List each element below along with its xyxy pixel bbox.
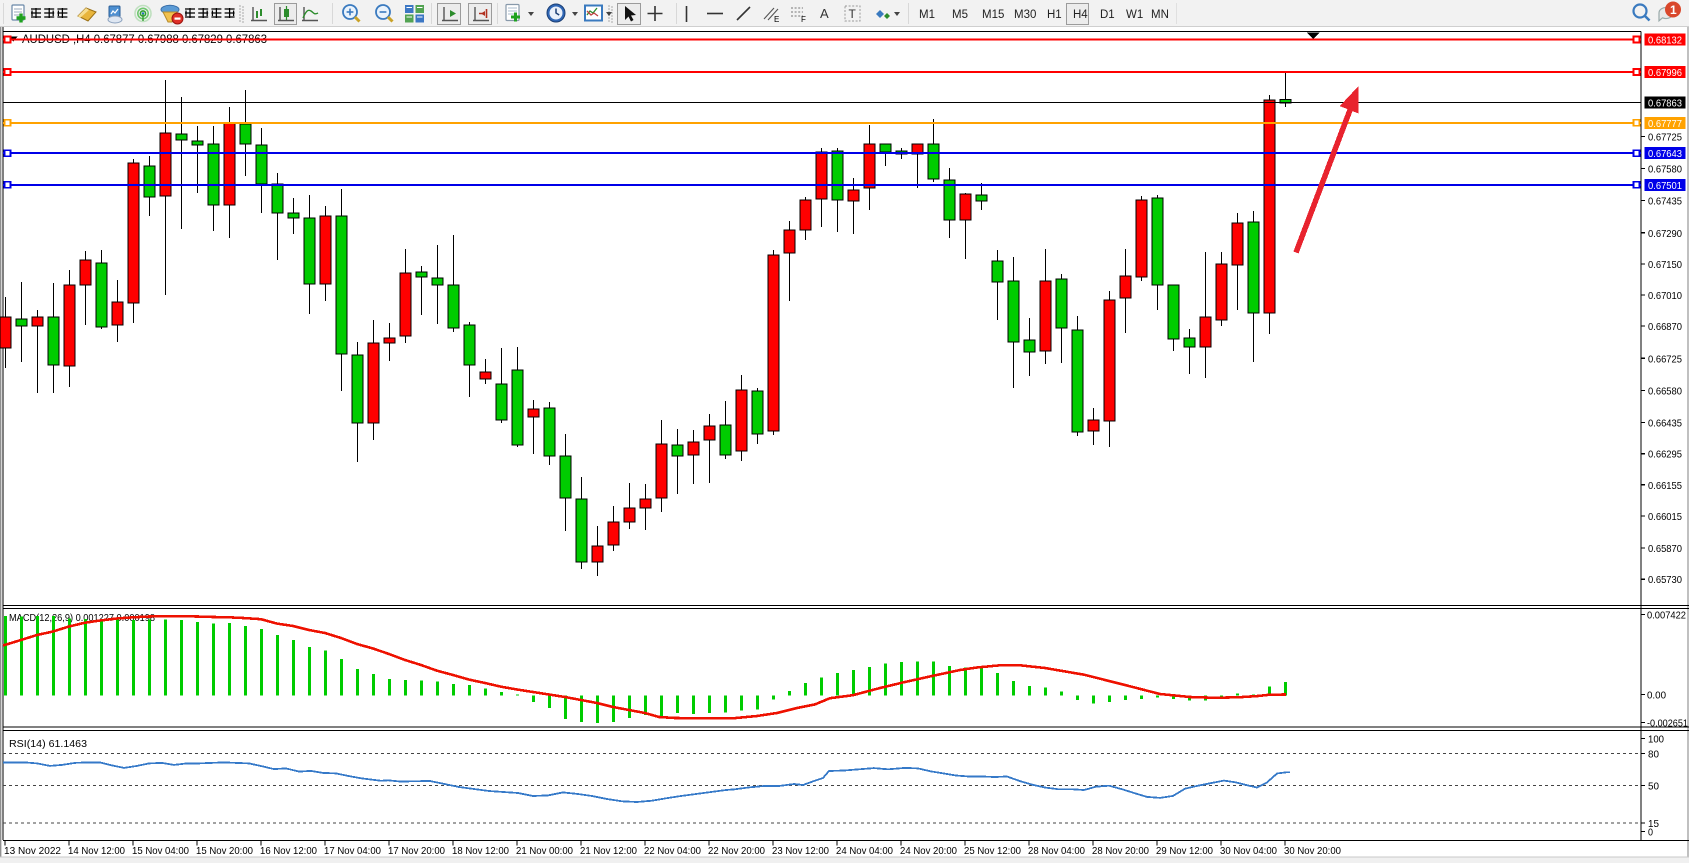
svg-text:M5: M5 (952, 9, 968, 21)
svg-text:W1: W1 (1126, 9, 1143, 21)
svg-text:0.66155: 0.66155 (1648, 480, 1682, 492)
svg-text:0.67643: 0.67643 (1648, 148, 1682, 160)
svg-text:0.67290: 0.67290 (1648, 228, 1682, 240)
svg-text:0.66580: 0.66580 (1648, 385, 1682, 397)
svg-text:17 Nov 20:00: 17 Nov 20:00 (388, 845, 445, 857)
svg-text:0: 0 (1648, 827, 1653, 839)
svg-text:M15: M15 (982, 9, 1004, 21)
svg-text:28 Nov 20:00: 28 Nov 20:00 (1092, 845, 1149, 857)
svg-text:50: 50 (1648, 781, 1659, 793)
svg-text:29 Nov 12:00: 29 Nov 12:00 (1156, 845, 1213, 857)
svg-text:17 Nov 04:00: 17 Nov 04:00 (324, 845, 381, 857)
svg-text:1: 1 (1670, 3, 1677, 17)
svg-text:D1: D1 (1100, 9, 1115, 21)
svg-text:0.66015: 0.66015 (1648, 511, 1682, 523)
svg-text:100: 100 (1648, 734, 1664, 746)
svg-text:22 Nov 04:00: 22 Nov 04:00 (644, 845, 701, 857)
svg-text:0.66295: 0.66295 (1648, 449, 1682, 461)
svg-text:0.67996: 0.67996 (1648, 67, 1682, 79)
svg-text:0.67501: 0.67501 (1648, 180, 1682, 192)
svg-text:80: 80 (1648, 749, 1659, 761)
svg-text:15 Nov 20:00: 15 Nov 20:00 (196, 845, 253, 857)
svg-text:F: F (801, 15, 806, 24)
svg-text:0.67580: 0.67580 (1648, 164, 1682, 176)
svg-text:24 Nov 04:00: 24 Nov 04:00 (836, 845, 893, 857)
svg-text:13 Nov 2022: 13 Nov 2022 (4, 845, 61, 857)
svg-text:14 Nov 12:00: 14 Nov 12:00 (68, 845, 125, 857)
svg-text:0.65870: 0.65870 (1648, 543, 1682, 555)
svg-text:25 Nov 12:00: 25 Nov 12:00 (964, 845, 1021, 857)
svg-text:0.67725: 0.67725 (1648, 131, 1682, 143)
svg-text:M30: M30 (1014, 9, 1036, 21)
svg-text:0.66435: 0.66435 (1648, 418, 1682, 430)
svg-text:M1: M1 (919, 9, 935, 21)
svg-text:24 Nov 20:00: 24 Nov 20:00 (900, 845, 957, 857)
svg-text:0.68132: 0.68132 (1648, 35, 1682, 47)
svg-text:30 Nov 20:00: 30 Nov 20:00 (1284, 845, 1341, 857)
svg-text:21 Nov 12:00: 21 Nov 12:00 (580, 845, 637, 857)
svg-text:0.65730: 0.65730 (1648, 574, 1682, 586)
svg-text:28 Nov 04:00: 28 Nov 04:00 (1028, 845, 1085, 857)
svg-text:30 Nov 04:00: 30 Nov 04:00 (1220, 845, 1277, 857)
svg-text:0.66725: 0.66725 (1648, 353, 1682, 365)
svg-text:MN: MN (1151, 9, 1169, 21)
svg-text:22 Nov 20:00: 22 Nov 20:00 (708, 845, 765, 857)
svg-text:-0.002651: -0.002651 (1647, 718, 1688, 730)
svg-text:T: T (849, 7, 857, 21)
svg-text:A: A (820, 6, 829, 21)
svg-text:15: 15 (1648, 818, 1659, 830)
svg-text:23 Nov 12:00: 23 Nov 12:00 (772, 845, 829, 857)
svg-text:RSI(14) 61.1463: RSI(14) 61.1463 (9, 738, 87, 750)
svg-text:0.67010: 0.67010 (1648, 290, 1682, 302)
svg-text:21 Nov 00:00: 21 Nov 00:00 (516, 845, 573, 857)
svg-text:0.67150: 0.67150 (1648, 259, 1682, 271)
svg-text:16 Nov 12:00: 16 Nov 12:00 (260, 845, 317, 857)
svg-text:0.67863: 0.67863 (1648, 97, 1682, 109)
svg-text:15 Nov 04:00: 15 Nov 04:00 (132, 845, 189, 857)
svg-text:0.66870: 0.66870 (1648, 321, 1682, 333)
svg-text:E: E (774, 15, 779, 24)
svg-text:H1: H1 (1047, 9, 1062, 21)
svg-text:0.007422: 0.007422 (1647, 610, 1686, 622)
svg-text:0.00: 0.00 (1647, 690, 1666, 702)
svg-text:0.67435: 0.67435 (1648, 196, 1682, 208)
svg-text:H4: H4 (1073, 9, 1088, 21)
svg-text:18 Nov 12:00: 18 Nov 12:00 (452, 845, 509, 857)
svg-text:0.67777: 0.67777 (1648, 118, 1682, 130)
